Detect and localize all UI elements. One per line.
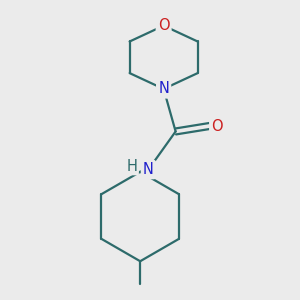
Text: N: N: [158, 81, 169, 96]
Text: N: N: [143, 162, 154, 177]
Text: H: H: [127, 159, 137, 174]
Text: O: O: [211, 118, 223, 134]
Text: O: O: [158, 18, 170, 33]
